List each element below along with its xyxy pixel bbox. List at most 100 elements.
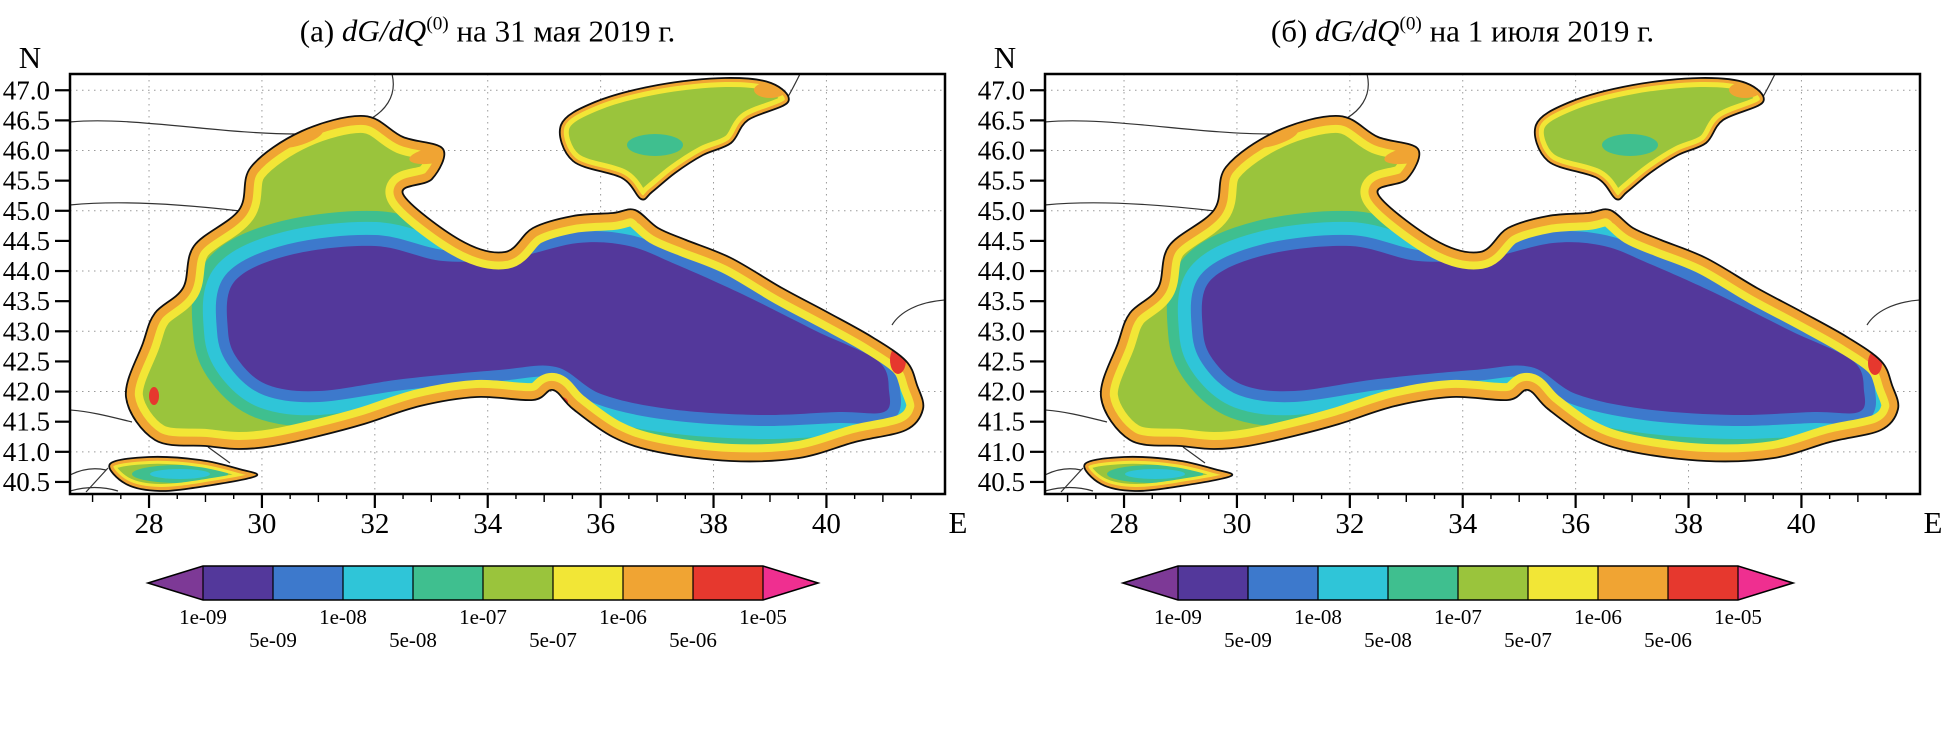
land-contour-line	[891, 299, 944, 326]
marmara-coastline	[1083, 455, 1234, 492]
y-tick-label: 44.0	[3, 256, 50, 286]
below-range-arrow	[1122, 566, 1178, 600]
azov-coastline	[558, 77, 790, 201]
y-tick-label: 42.5	[3, 346, 50, 376]
colorbar-segment	[202, 566, 273, 600]
x-tick-label: 38	[699, 508, 728, 538]
colorbar-row-a: 1e-09 5e-09 1e-08 5e-08 1e-07 5e-07 1e-06 5e-06…	[0, 554, 975, 654]
x-tick-label: 30	[247, 508, 276, 538]
x-tick-label: 32	[360, 508, 389, 538]
y-tick-label: 42.0	[3, 377, 50, 407]
y-tick-label: 45.5	[978, 166, 1025, 196]
land-contour-line	[71, 202, 241, 212]
y-tick-label: 43.0	[978, 316, 1025, 346]
colorbar-level-label: 1e-05	[739, 605, 787, 629]
colorbar-segment	[622, 566, 693, 600]
y-tick-label: 46.0	[3, 136, 50, 166]
y-tick-label: 41.0	[978, 437, 1025, 467]
colorbar-level-label: 5e-06	[669, 628, 717, 652]
map-panel-a: 47.046.546.045.545.044.544.043.543.042.5…	[3, 46, 968, 538]
x-axis-letter: E	[1924, 505, 1943, 538]
azov-coastline	[1533, 77, 1765, 201]
land-contour-line	[371, 75, 394, 119]
land-contour-line	[1046, 468, 1082, 476]
y-tick-label: 44.0	[978, 256, 1025, 286]
y-tick-label: 42.0	[978, 377, 1025, 407]
y-tick-label: 41.5	[3, 407, 50, 437]
y-tick-label: 40.5	[3, 467, 50, 497]
land-contours	[71, 75, 944, 493]
y-tick-label: 46.5	[978, 105, 1025, 135]
colorbar-level-label: 1e-09	[179, 605, 227, 629]
x-tick-label: 30	[1222, 508, 1251, 538]
marmara-cyan-patch	[1125, 469, 1185, 479]
y-tick-label: 43.5	[3, 286, 50, 316]
plot-frame	[68, 72, 947, 496]
x-tick-label: 32	[1335, 508, 1364, 538]
taganrog-orange-patch	[1729, 82, 1761, 98]
above-range-arrow	[1737, 566, 1793, 600]
azov-sea-field	[559, 77, 789, 200]
y-tick-label: 47.0	[978, 75, 1025, 105]
marmara-coastline	[108, 455, 259, 492]
azov-sea-field	[1534, 77, 1764, 200]
above-range-arrow	[762, 566, 818, 600]
colorbar-level-label: 1e-06	[1574, 605, 1622, 629]
colorbar-level-label: 1e-09	[1154, 605, 1202, 629]
formula-italic: dG/dQ	[341, 13, 427, 49]
colorbar-level-label: 1e-07	[459, 605, 507, 629]
panel-index-label: (б)	[1270, 13, 1308, 49]
y-tick-label: 43.0	[3, 316, 50, 346]
y-tick-label: 43.5	[978, 286, 1025, 316]
colorbar-level-label: 5e-09	[1224, 628, 1272, 652]
colorbar-level-label: 5e-09	[249, 628, 297, 652]
colorbar-segment	[482, 566, 553, 600]
colorbar-level-label: 1e-08	[1294, 605, 1342, 629]
x-tick-label: 36	[586, 508, 615, 538]
x-axis-letter: E	[949, 505, 968, 538]
land-contour-line	[1182, 446, 1206, 464]
panel-b-title: (б) dG/dQ(0) на 1 июля 2019 г.	[975, 4, 1950, 49]
land-contours	[1046, 75, 1919, 493]
deep-basin-minimum	[1201, 242, 1866, 416]
colorbar-level-label: 5e-06	[1644, 628, 1692, 652]
land-contour-line	[207, 446, 231, 464]
colorbar-panel-a: 1e-09 5e-09 1e-08 5e-08 1e-07 5e-07 1e-06 5e-06…	[144, 565, 821, 652]
colorbar-panel-b: 1e-09 5e-09 1e-08 5e-08 1e-07 5e-07 1e-06 5e-06…	[1119, 565, 1796, 652]
y-axis-letter: N	[19, 46, 41, 75]
y-tick-label: 40.5	[978, 467, 1025, 497]
below-range-arrow	[147, 566, 203, 600]
panel-date-text: на 31 мая 2019 г.	[456, 13, 676, 49]
marmara-cyan-patch	[150, 469, 210, 479]
colorbar-segment	[552, 566, 623, 600]
x-tick-label: 34	[1448, 508, 1478, 538]
panel-index-label: (а)	[299, 13, 335, 49]
y-tick-label: 41.5	[978, 407, 1025, 437]
black-sea-coastline	[1100, 115, 1900, 463]
colorbar-segment	[1667, 566, 1738, 600]
panel-a-title: (а) dG/dQ(0) на 31 мая 2019 г.	[0, 4, 975, 49]
colorbar-segment	[1457, 566, 1528, 600]
plot-frame	[1043, 72, 1922, 496]
map-area	[71, 75, 944, 493]
colorbar-segment	[1387, 566, 1458, 600]
y-tick-label: 44.5	[978, 226, 1025, 256]
y-tick-label: 42.5	[978, 346, 1025, 376]
colorbar-row-b: 1e-09 5e-09 1e-08 5e-08 1e-07 5e-07 1e-06 5e-06…	[975, 554, 1950, 654]
axes: 47.046.546.045.545.044.544.043.543.042.5…	[978, 75, 1887, 538]
colorbar-level-label: 5e-08	[1364, 628, 1412, 652]
land-contour-line	[1060, 467, 1084, 493]
map-panel-b: 47.046.546.045.545.044.544.043.543.042.5…	[978, 46, 1943, 538]
azov-teal-patch	[627, 134, 683, 156]
coastal-orange-maximum	[277, 128, 323, 148]
azov-teal-patch	[1602, 134, 1658, 156]
formula-superscript: (0)	[426, 14, 449, 35]
colorbar-segments	[147, 566, 818, 600]
land-contour-line	[1046, 120, 1272, 135]
land-contour-line	[1046, 202, 1216, 212]
black-sea-field	[125, 115, 924, 462]
coastal-red-extreme	[544, 396, 568, 408]
land-contour-line	[1866, 299, 1919, 326]
colorbar-segment	[412, 566, 483, 600]
black-sea-field	[1100, 115, 1899, 462]
